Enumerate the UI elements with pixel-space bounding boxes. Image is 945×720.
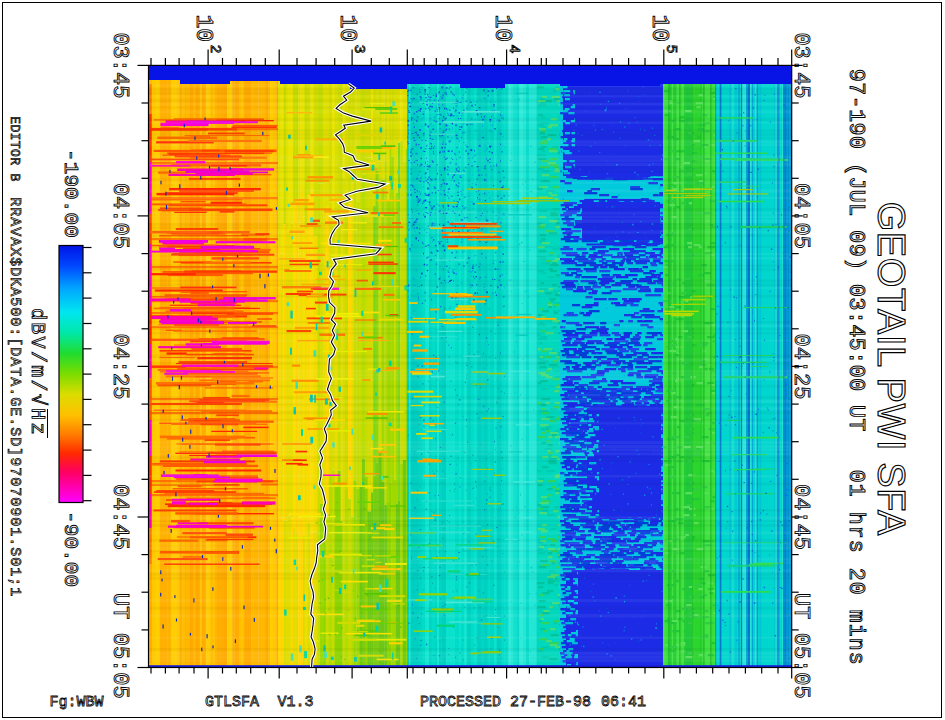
svg-text:GTLSFA: GTLSFA <box>205 694 259 711</box>
svg-text:10: 10 <box>489 15 515 43</box>
svg-text:PROCESSED 27-FEB-98: PROCESSED 27-FEB-98 <box>420 694 591 711</box>
svg-text:04:45: 04:45 <box>107 484 132 550</box>
svg-text:06:41: 06:41 <box>601 694 646 711</box>
svg-text:01 hrs 20 mins: 01 hrs 20 mins <box>844 470 868 666</box>
svg-text:03:45: 03:45 <box>788 32 813 98</box>
svg-text:5: 5 <box>662 45 679 54</box>
svg-text:dBV/m/√Hz: dBV/m/√Hz <box>26 308 49 437</box>
svg-text:10: 10 <box>190 15 216 43</box>
svg-text:UT 05:05: UT 05:05 <box>107 593 132 699</box>
svg-text:97-190 (JUL 09) 03:45:00 UT: 97-190 (JUL 09) 03:45:00 UT <box>844 69 868 432</box>
svg-text:10: 10 <box>646 15 672 43</box>
svg-text:UT 05:05: UT 05:05 <box>788 593 813 699</box>
svg-text:-190.00: -190.00 <box>59 149 82 238</box>
svg-text:03:45: 03:45 <box>107 32 132 98</box>
svg-text:04:05: 04:05 <box>107 183 132 249</box>
svg-text:2: 2 <box>206 45 223 54</box>
svg-text:Fg:WBW: Fg:WBW <box>50 694 104 711</box>
svg-text:RRAVAX$DKA500:[DATA.GE.SD]9707: RRAVAX$DKA500:[DATA.GE.SD]97070901.S01;1 <box>6 197 23 597</box>
svg-text:V1.3: V1.3 <box>278 694 314 711</box>
svg-text:3: 3 <box>350 45 367 54</box>
svg-text:04:45: 04:45 <box>788 484 813 550</box>
svg-text:04:25: 04:25 <box>788 333 813 399</box>
svg-text:04:25: 04:25 <box>107 333 132 399</box>
svg-text:-90.00: -90.00 <box>59 511 82 587</box>
svg-text:EDITOR B: EDITOR B <box>7 116 22 182</box>
svg-text:GEOTAIL PWI SFA: GEOTAIL PWI SFA <box>870 202 912 536</box>
svg-text:4: 4 <box>505 45 522 54</box>
svg-text:04:05: 04:05 <box>788 183 813 249</box>
svg-text:10: 10 <box>334 15 360 43</box>
